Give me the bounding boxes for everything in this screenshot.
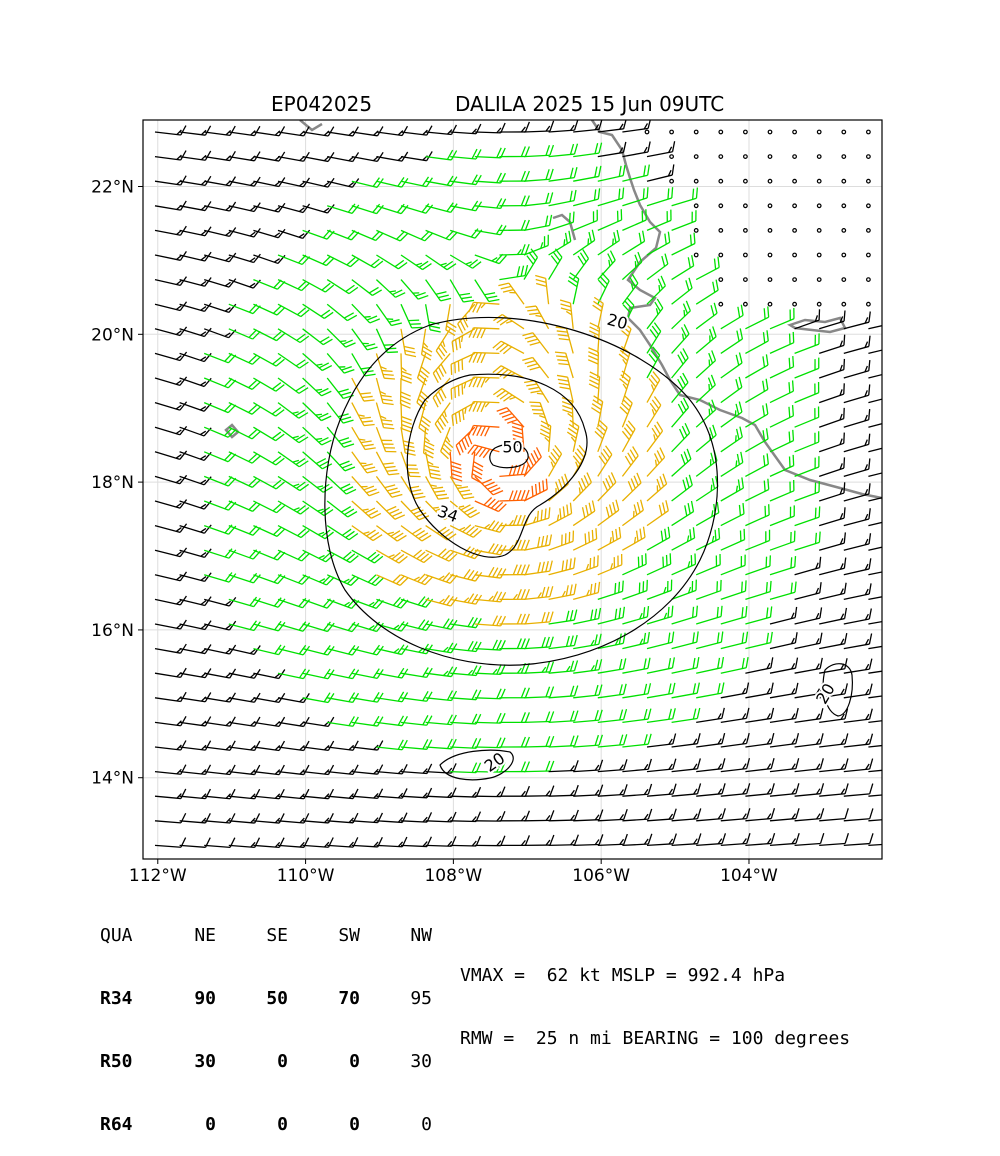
y-tick-label: 16°N — [91, 621, 134, 641]
contour-label: 50 — [502, 438, 522, 457]
row-value: 70 — [288, 988, 360, 1009]
row-label: R34 — [100, 988, 156, 1009]
storm-stats: VMAX = 62 kt MSLP = 992.4 hPa RMW = 25 n… — [460, 923, 850, 1070]
row-value: 90 — [156, 988, 216, 1009]
header-cell: SE — [216, 925, 288, 946]
y-tick-label: 20°N — [91, 325, 134, 345]
row-label: R64 — [100, 1114, 156, 1135]
header-cell: SW — [288, 925, 360, 946]
stats-vmax-mslp: VMAX = 62 kt MSLP = 992.4 hPa — [460, 965, 850, 986]
wind-radii-header-row: QUA NE SE SW NW — [100, 925, 432, 946]
x-tick-label: 106°W — [572, 866, 630, 886]
row-value: 0 — [216, 1051, 288, 1072]
y-tick-label: 14°N — [91, 769, 134, 789]
stats-rmw-bearing: RMW = 25 n mi BEARING = 100 degrees — [460, 1028, 850, 1049]
row-value: 0 — [288, 1114, 360, 1135]
wind-radii-row: R64 0 0 0 0 — [100, 1114, 432, 1135]
x-tick-label: 104°W — [720, 866, 778, 886]
row-value: 50 — [216, 988, 288, 1009]
row-value: 0 — [216, 1114, 288, 1135]
y-tick-label: 18°N — [91, 473, 134, 493]
row-value: 30 — [156, 1051, 216, 1072]
wind-radii-row: R50 30 0 0 30 — [100, 1051, 432, 1072]
header-cell: QUA — [100, 925, 156, 946]
row-value: 0 — [156, 1114, 216, 1135]
header-cell: NE — [156, 925, 216, 946]
header-cell: NW — [360, 925, 432, 946]
wind-radii-row: R34 90 50 70 95 — [100, 988, 432, 1009]
y-tick-label: 22°N — [91, 178, 134, 198]
wind-radii-table: QUA NE SE SW NW R34 90 50 70 95 R50 30 0… — [100, 883, 432, 1156]
row-value: 95 — [360, 988, 432, 1009]
row-label: R50 — [100, 1051, 156, 1072]
row-value: 30 — [360, 1051, 432, 1072]
x-tick-label: 108°W — [424, 866, 482, 886]
row-value: 0 — [288, 1051, 360, 1072]
row-value: 0 — [360, 1114, 432, 1135]
